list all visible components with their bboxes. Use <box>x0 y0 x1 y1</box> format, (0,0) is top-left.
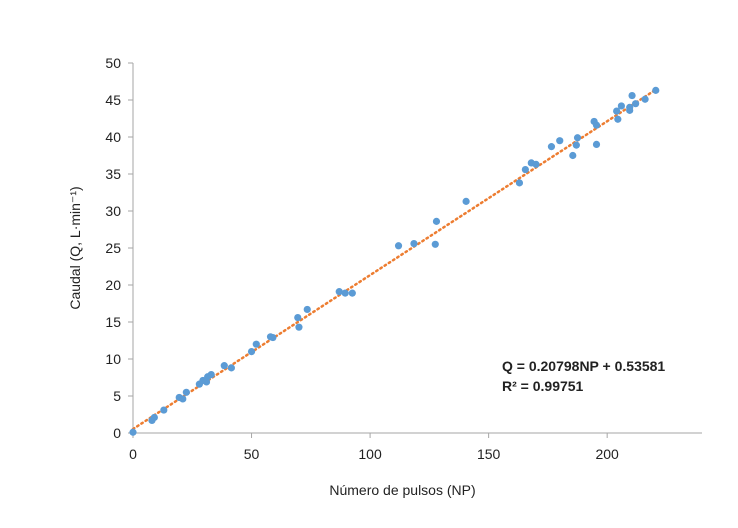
x-tick-label: 100 <box>358 446 382 462</box>
data-point <box>410 239 418 248</box>
data-point <box>617 102 625 110</box>
trendline-equation: Q = 0.20798NP + 0.53581 <box>502 358 665 374</box>
data-point <box>179 395 187 403</box>
y-tick-label: 10 <box>105 351 121 367</box>
data-point <box>182 388 190 396</box>
trendline-layer <box>131 87 659 431</box>
x-tick-label: 50 <box>244 446 260 462</box>
data-point <box>641 95 649 103</box>
data-point <box>247 348 256 356</box>
data-point <box>160 406 168 414</box>
data-point <box>341 289 349 297</box>
data-point <box>547 143 556 151</box>
data-point <box>613 107 621 115</box>
data-point <box>626 106 634 114</box>
data-point <box>129 428 137 436</box>
data-point <box>532 160 540 168</box>
data-point <box>556 137 564 145</box>
data-point <box>521 165 529 174</box>
y-tick-label: 5 <box>113 388 121 404</box>
data-point <box>150 413 158 422</box>
data-point <box>394 242 403 250</box>
data-point <box>227 364 235 372</box>
data-point <box>515 179 524 187</box>
x-tick-labels: 0 50 100 150 200 <box>129 433 619 462</box>
data-point <box>348 289 356 297</box>
data-point <box>462 197 470 205</box>
y-tick-label: 15 <box>105 314 121 330</box>
data-point <box>252 340 260 348</box>
data-points <box>129 86 660 436</box>
data-point <box>652 86 660 94</box>
x-tick-label: 200 <box>595 446 619 462</box>
data-point <box>573 134 582 142</box>
data-point <box>295 323 303 331</box>
y-tick-label: 25 <box>105 240 121 256</box>
data-point <box>614 115 622 123</box>
trendline <box>131 87 659 431</box>
y-tick-label: 40 <box>105 129 121 145</box>
x-axis-title: Número de pulsos (NP) <box>329 482 475 498</box>
data-point <box>220 362 228 370</box>
y-tick-label: 30 <box>105 203 121 219</box>
y-tick-label: 50 <box>105 55 121 71</box>
y-axis-title: Caudal (Q, L·min⁻¹) <box>67 186 83 309</box>
data-point <box>569 151 577 160</box>
data-point <box>432 217 441 225</box>
data-point <box>592 140 601 148</box>
y-tick-label: 45 <box>105 92 121 108</box>
data-point <box>303 305 311 314</box>
data-point <box>431 240 439 248</box>
data-point <box>632 100 640 108</box>
data-point <box>628 91 636 100</box>
data-point <box>572 141 580 149</box>
data-point <box>294 313 302 322</box>
x-tick-label: 0 <box>129 446 137 462</box>
data-point <box>592 121 601 129</box>
x-tick-label: 150 <box>477 446 501 462</box>
y-tick-labels: 0 5 10 15 20 25 30 35 40 45 50 <box>105 55 133 441</box>
trendline-r-squared: R² = 0.99751 <box>502 378 584 394</box>
y-tick-label: 0 <box>113 425 121 441</box>
data-point <box>207 370 215 379</box>
data-point <box>335 288 343 296</box>
y-tick-label: 20 <box>105 277 121 293</box>
y-tick-label: 35 <box>105 166 121 182</box>
data-point <box>269 333 277 342</box>
